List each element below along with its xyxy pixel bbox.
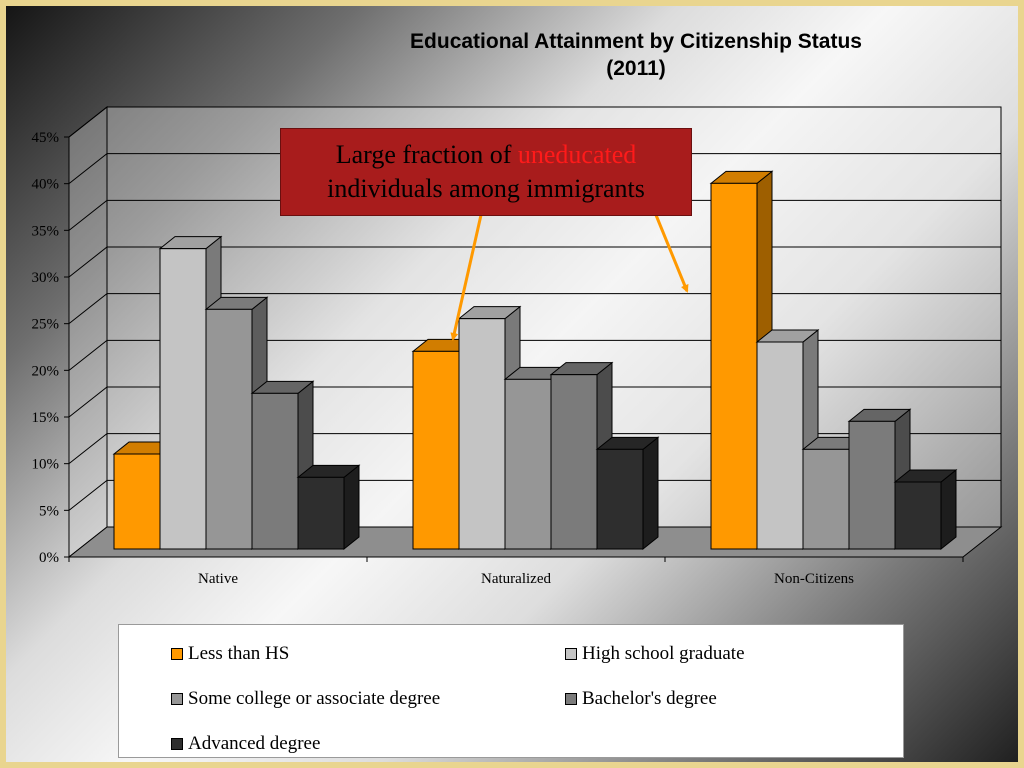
gridline [68,199,1001,231]
y-tick-label: 25% [32,317,60,333]
gridline [68,433,1001,465]
y-tick-label: 20% [32,363,60,379]
bar [457,305,522,551]
x-tick-label: Non-Citizens [774,571,854,587]
side-wall [68,105,108,559]
arrow-to-naturalized [450,214,483,341]
bar-front [297,476,345,550]
bar-front [710,182,758,550]
legend-label: Some college or associate degree [188,688,441,709]
arrow-to-non-citizens [654,214,689,293]
chart-title: Educational Attainment by Citizenship St… [306,28,966,82]
bar [893,468,958,551]
y-tick-label: 15% [32,410,60,426]
y-tick-label: 35% [32,223,60,239]
annotation-callout: Large fraction of uneducated individuals… [280,128,692,216]
legend-swatch [171,738,183,750]
gridline [68,339,1001,371]
bar-front [251,392,299,550]
gridline [68,479,1001,511]
legend-swatch [565,693,577,705]
gridline [68,293,1001,325]
bar-front [205,308,253,550]
bar-front [504,378,552,550]
annotation-text-end: individuals among immigrants [327,174,645,203]
legend-item-some-college: Some college or associate degree [171,688,440,710]
y-tick-label: 45% [32,130,60,146]
annotation-highlight: uneducated [517,140,637,169]
y-axis: 0% 5% 10% 15% 20% 25% 30% 35% 40% 45% [32,130,70,566]
legend-item-bachelors-degree: Bachelor's degree [565,688,717,710]
legend-swatch [565,648,577,660]
bar-front [458,318,506,550]
bar [595,436,660,551]
bar-front [848,420,896,550]
legend-label: Less than HS [188,643,290,664]
legend-item-high-school-graduate: High school graduate [565,643,745,665]
bars [112,170,958,551]
bar-front [596,448,644,550]
chart-subtitle: (2011) [606,57,666,80]
bar-front [412,350,460,550]
gridline [68,106,1001,138]
y-tick-label: 30% [32,270,60,286]
gridline [68,386,1001,418]
y-tick-label: 10% [32,457,60,473]
bar-side [940,468,957,551]
bar [296,464,361,551]
x-tick-label: Native [198,571,238,587]
bar-front [550,374,598,550]
legend-label: Bachelor's degree [582,688,717,709]
gridline [68,153,1001,185]
legend-swatch [171,648,183,660]
bar-front [894,481,942,550]
bar-side [642,436,659,551]
x-axis: Native Naturalized Non-Citizens [68,556,964,587]
chart-title-text: Educational Attainment by Citizenship St… [410,30,862,53]
bar-front [159,248,207,550]
y-tick-label: 5% [39,503,59,519]
legend-swatch [171,693,183,705]
legend-item-less-than-hs: Less than HS [171,643,289,665]
legend-item-advanced-degree: Advanced degree [171,733,320,755]
bar-side [343,464,360,551]
x-tick-label: Naturalized [481,571,551,587]
annotation-text-start: Large fraction of [335,140,518,169]
bar-front [802,448,850,550]
legend-label: Advanced degree [188,733,321,754]
bar [755,328,820,551]
legend-label: High school graduate [582,643,745,664]
bar-front [756,341,804,550]
gridline [68,246,1001,278]
slide: 0% 5% 10% 15% 20% 25% 30% 35% 40% 45% Native Natur… [6,6,1018,762]
gridlines [68,106,1001,511]
bar-front [113,453,161,550]
y-tick-label: 0% [39,550,59,566]
legend: Less than HS High school graduate Some c… [118,624,904,758]
y-tick-label: 40% [32,177,60,193]
callout-arrows [450,214,689,341]
